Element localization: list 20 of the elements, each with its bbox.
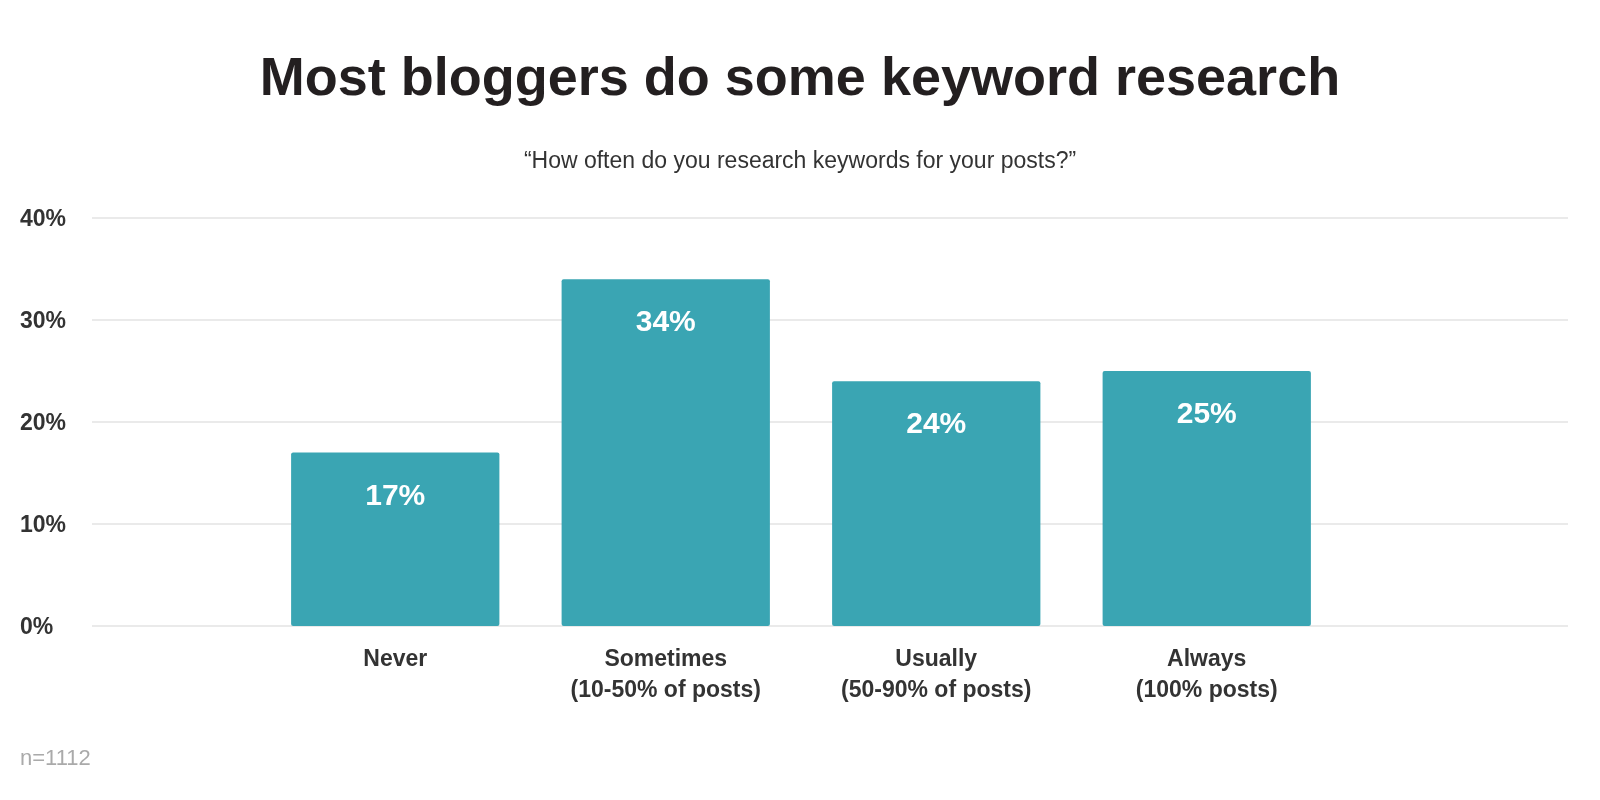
- chart-title: Most bloggers do some keyword research: [259, 46, 1341, 106]
- chart-subtitle: “How often do you research keywords for your posts?”: [523, 147, 1077, 173]
- bar: [832, 381, 1041, 626]
- y-tick-label: 20%: [20, 409, 67, 436]
- bar: [1102, 371, 1311, 626]
- data-label: 34%: [635, 304, 696, 338]
- bar: [561, 279, 770, 626]
- text: n=1112: [20, 745, 91, 770]
- y-tick-label: 10%: [20, 511, 67, 538]
- y-tick-label: 0%: [20, 613, 54, 640]
- x-tick-label: Always (100% posts): [1135, 645, 1278, 702]
- y-tick-label: 40%: [20, 205, 67, 232]
- x-tick-label: Never: [363, 645, 428, 671]
- data-label: 25%: [1176, 396, 1237, 429]
- x-tick-label: Usually (50-90% of posts): [841, 645, 1032, 702]
- data-label: 17%: [365, 477, 426, 511]
- data-label: 24%: [906, 406, 967, 440]
- y-tick-label: 30%: [20, 307, 67, 334]
- x-tick-label: Sometimes (10-50% of posts): [570, 645, 761, 702]
- bar: [291, 452, 500, 626]
